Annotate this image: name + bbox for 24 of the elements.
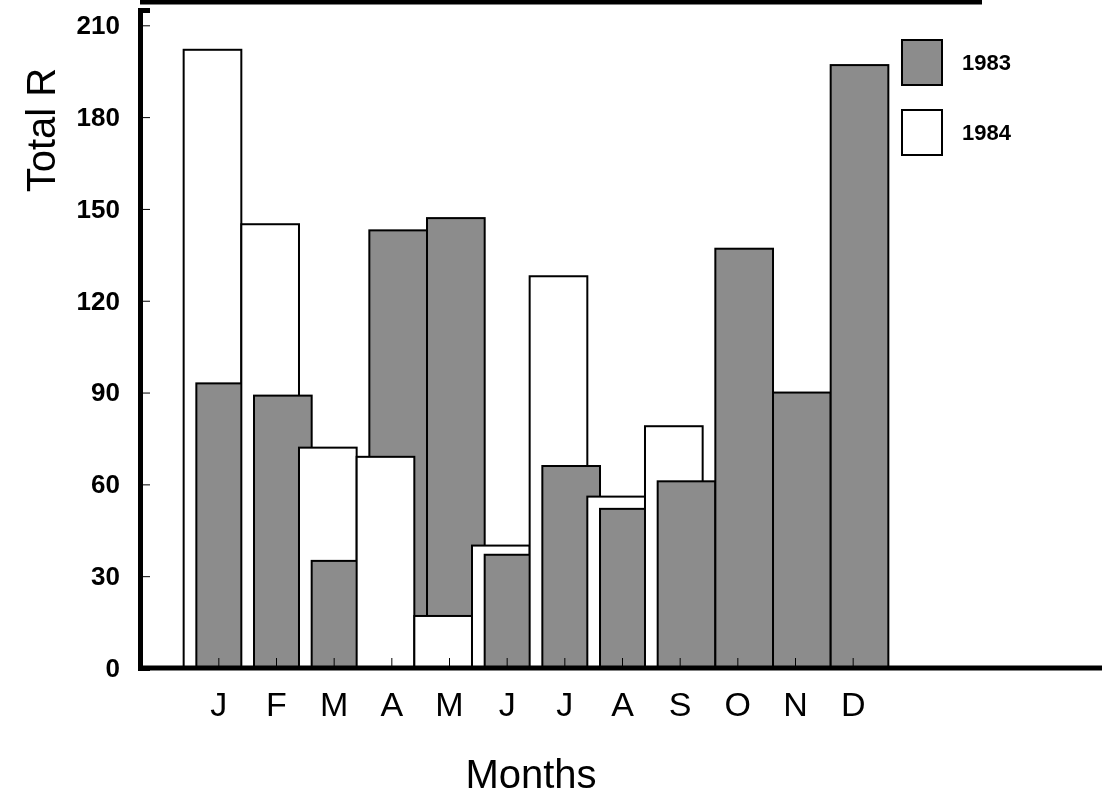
x-tick-label: A xyxy=(611,685,635,724)
x-tick-label: J xyxy=(556,685,574,724)
x-tick-label: M xyxy=(435,685,464,724)
x-tick-label: J xyxy=(210,685,228,724)
y-tick-label: 150 xyxy=(76,193,120,224)
x-tick-label: M xyxy=(320,685,349,724)
y-tick-label: 30 xyxy=(91,561,120,592)
x-tick-label: J xyxy=(498,685,516,724)
legend-label: 1983 xyxy=(962,50,1011,75)
x-tick-label: D xyxy=(840,685,866,724)
y-tick-label: 90 xyxy=(91,377,120,408)
x-tick-label: N xyxy=(783,685,808,724)
y-tick-label: 180 xyxy=(76,101,120,132)
y-axis-title: Total R xyxy=(19,67,63,193)
x-tick-label: A xyxy=(380,685,404,724)
y-tick-label: 120 xyxy=(76,285,120,316)
legend-label: 1984 xyxy=(962,120,1012,145)
y-tick-label: 0 xyxy=(105,652,120,683)
y-tick-label: 60 xyxy=(91,469,120,500)
x-axis-title: Months xyxy=(465,752,597,796)
y-tick-label: 210 xyxy=(76,10,120,41)
x-tick-label: O xyxy=(724,685,752,724)
x-tick-label: F xyxy=(266,685,287,724)
x-tick-label: S xyxy=(668,685,692,724)
